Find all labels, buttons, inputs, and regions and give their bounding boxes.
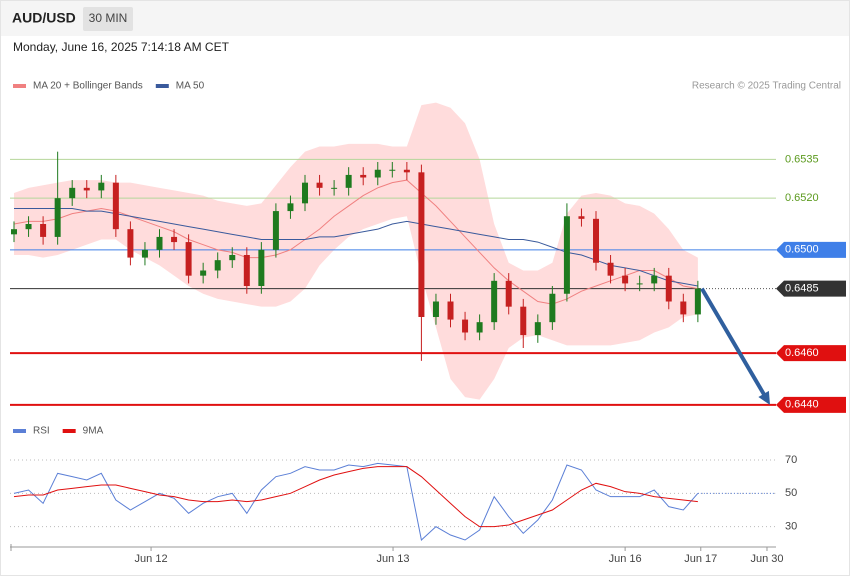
candle-body: [69, 187, 76, 199]
legend-label: 9MA: [83, 426, 104, 437]
candle-body: [389, 169, 396, 171]
rsi-line: [13, 466, 698, 528]
candle-body: [316, 182, 323, 188]
bollinger-band: [14, 102, 698, 400]
timeframe-badge: [83, 7, 133, 31]
rsi-panel: 30 50 70 Jun 12 Jun 13 Jun 16 Jun 17 Jun 30: [10, 454, 797, 565]
candle-body: [98, 182, 105, 191]
level-label-box: [776, 280, 846, 297]
candle-body: [374, 169, 381, 178]
legend-label: MA 50: [176, 81, 205, 92]
level-label: 0.6535: [785, 153, 819, 165]
candle-body: [651, 275, 658, 284]
candle-body: [156, 236, 163, 250]
level-label-box: [776, 345, 846, 362]
candle-body: [665, 275, 672, 302]
rsi-tick-label: 30: [785, 521, 797, 533]
date-subtitle: Monday, June 16, 2025 7:14:18 AM CET: [13, 40, 230, 54]
chart-title: AUD/USD: [12, 10, 76, 26]
level-label: 0.6440: [785, 399, 819, 411]
candle-body: [563, 216, 570, 294]
candle-body: [505, 280, 512, 307]
candle-body: [127, 229, 134, 258]
candle-body: [287, 203, 294, 212]
candle-body: [302, 182, 309, 204]
timeframe: 30 MIN: [89, 11, 128, 25]
candle-body: [11, 229, 18, 235]
candle-body: [40, 224, 47, 237]
candle-body: [694, 288, 701, 315]
level-label: 0.6460: [785, 347, 819, 359]
candle-body: [25, 224, 32, 230]
candle-body: [171, 236, 178, 243]
candle-body: [636, 283, 643, 285]
candle-body: [520, 306, 527, 336]
candle-body: [214, 260, 221, 271]
x-tick-label: Jun 17: [684, 553, 717, 565]
candle-body: [54, 198, 61, 237]
x-tick-label: Jun 12: [135, 553, 168, 565]
candle-body: [680, 301, 687, 315]
level-label: 0.6520: [785, 192, 819, 204]
rsi-tick-label: 70: [785, 454, 797, 466]
candle-body: [403, 169, 410, 173]
rsi-tick-label: 50: [785, 487, 797, 499]
legend-swatch: [62, 429, 76, 433]
candle-body: [112, 182, 119, 230]
legend: MA 20 + Bollinger Bands MA 50 RSI 9MA: [13, 81, 205, 437]
legend-swatch: [13, 429, 26, 433]
candle-body: [549, 293, 556, 323]
candle-body: [432, 301, 439, 317]
legend-swatch: [155, 84, 169, 88]
candle-body: [491, 280, 498, 323]
legend-swatch: [13, 84, 26, 88]
candle-body: [593, 218, 600, 263]
x-tick-label: Jun 13: [377, 553, 410, 565]
candle-body: [185, 242, 192, 276]
candle-body: [578, 216, 585, 219]
forecast-arrow: [700, 287, 768, 399]
candle-body: [331, 187, 338, 189]
header-bar: [0, 0, 850, 36]
candle-body: [447, 301, 454, 320]
candle-body: [141, 249, 148, 258]
candle-body: [360, 174, 367, 178]
legend-label: RSI: [33, 426, 50, 437]
x-tick-label: Jun 30: [750, 553, 783, 565]
level-label-box: [776, 396, 846, 413]
candle-body: [272, 211, 279, 250]
candle-body: [345, 174, 352, 188]
candle-body: [534, 322, 541, 336]
rsi-line: [13, 462, 699, 541]
candle-body: [200, 270, 207, 276]
level-label: 0.6500: [785, 244, 819, 256]
level-label: 0.6485: [785, 282, 819, 294]
candle-body: [622, 275, 629, 284]
level-label-box: [776, 241, 846, 258]
candle-body: [258, 249, 265, 286]
legend-label: MA 20 + Bollinger Bands: [33, 81, 143, 92]
forecast-arrow-head: [758, 390, 770, 405]
candle-body: [607, 262, 614, 276]
candle-body: [83, 187, 90, 191]
candle-body: [243, 255, 250, 286]
candle-body: [229, 255, 236, 261]
candle-body: [418, 172, 425, 317]
candle-body: [476, 322, 483, 333]
source-note: Research © 2025 Trading Central: [692, 81, 841, 92]
x-tick-label: Jun 16: [609, 553, 642, 565]
price-panel: 0.6535 0.6520 0.6500 0.6485 0.6460 0.6440: [10, 102, 846, 413]
candle-body: [462, 319, 469, 333]
ma-line: [14, 208, 698, 287]
